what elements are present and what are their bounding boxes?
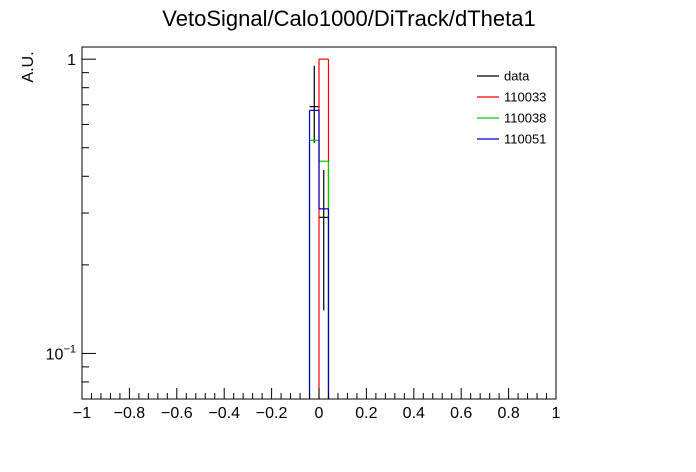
y-tick-label: 1 [67,52,76,69]
y-tick-label: 10−1 [46,343,76,363]
y-tick-label-exponent: −1 [63,343,76,355]
x-tick-label: 0.8 [497,405,519,422]
y-axis: 1 10−1 [46,52,96,400]
x-tick-label: −0.4 [208,405,240,422]
x-tick-label: 0.4 [403,405,425,422]
x-tick-label: −0.8 [114,405,146,422]
legend-label-data: data [504,69,530,84]
x-tick-label: 0 [315,405,324,422]
x-tick-label: 1 [552,405,561,422]
chart-title: VetoSignal/Calo1000/DiTrack/dTheta1 [162,6,535,31]
series-layer [308,58,330,399]
x-tick-label: −0.2 [256,405,288,422]
legend: data 110033 110038 110051 [477,69,546,147]
x-axis: −1 −0.8 −0.6 −0.4 −0.2 0 0.2 0.4 0.6 0.8 1 [73,388,561,422]
y-axis-label: A.U. [20,51,37,82]
legend-label-110051: 110051 [504,132,546,147]
series-data [309,65,329,311]
x-tick-label: 0.2 [355,405,377,422]
legend-label-110033: 110033 [504,90,546,105]
legend-label-110038: 110038 [504,111,546,126]
x-tick-label: 0.6 [450,405,472,422]
series-110051 [308,109,330,399]
x-tick-label: −1 [73,405,91,422]
x-tick-label: −0.6 [161,405,193,422]
